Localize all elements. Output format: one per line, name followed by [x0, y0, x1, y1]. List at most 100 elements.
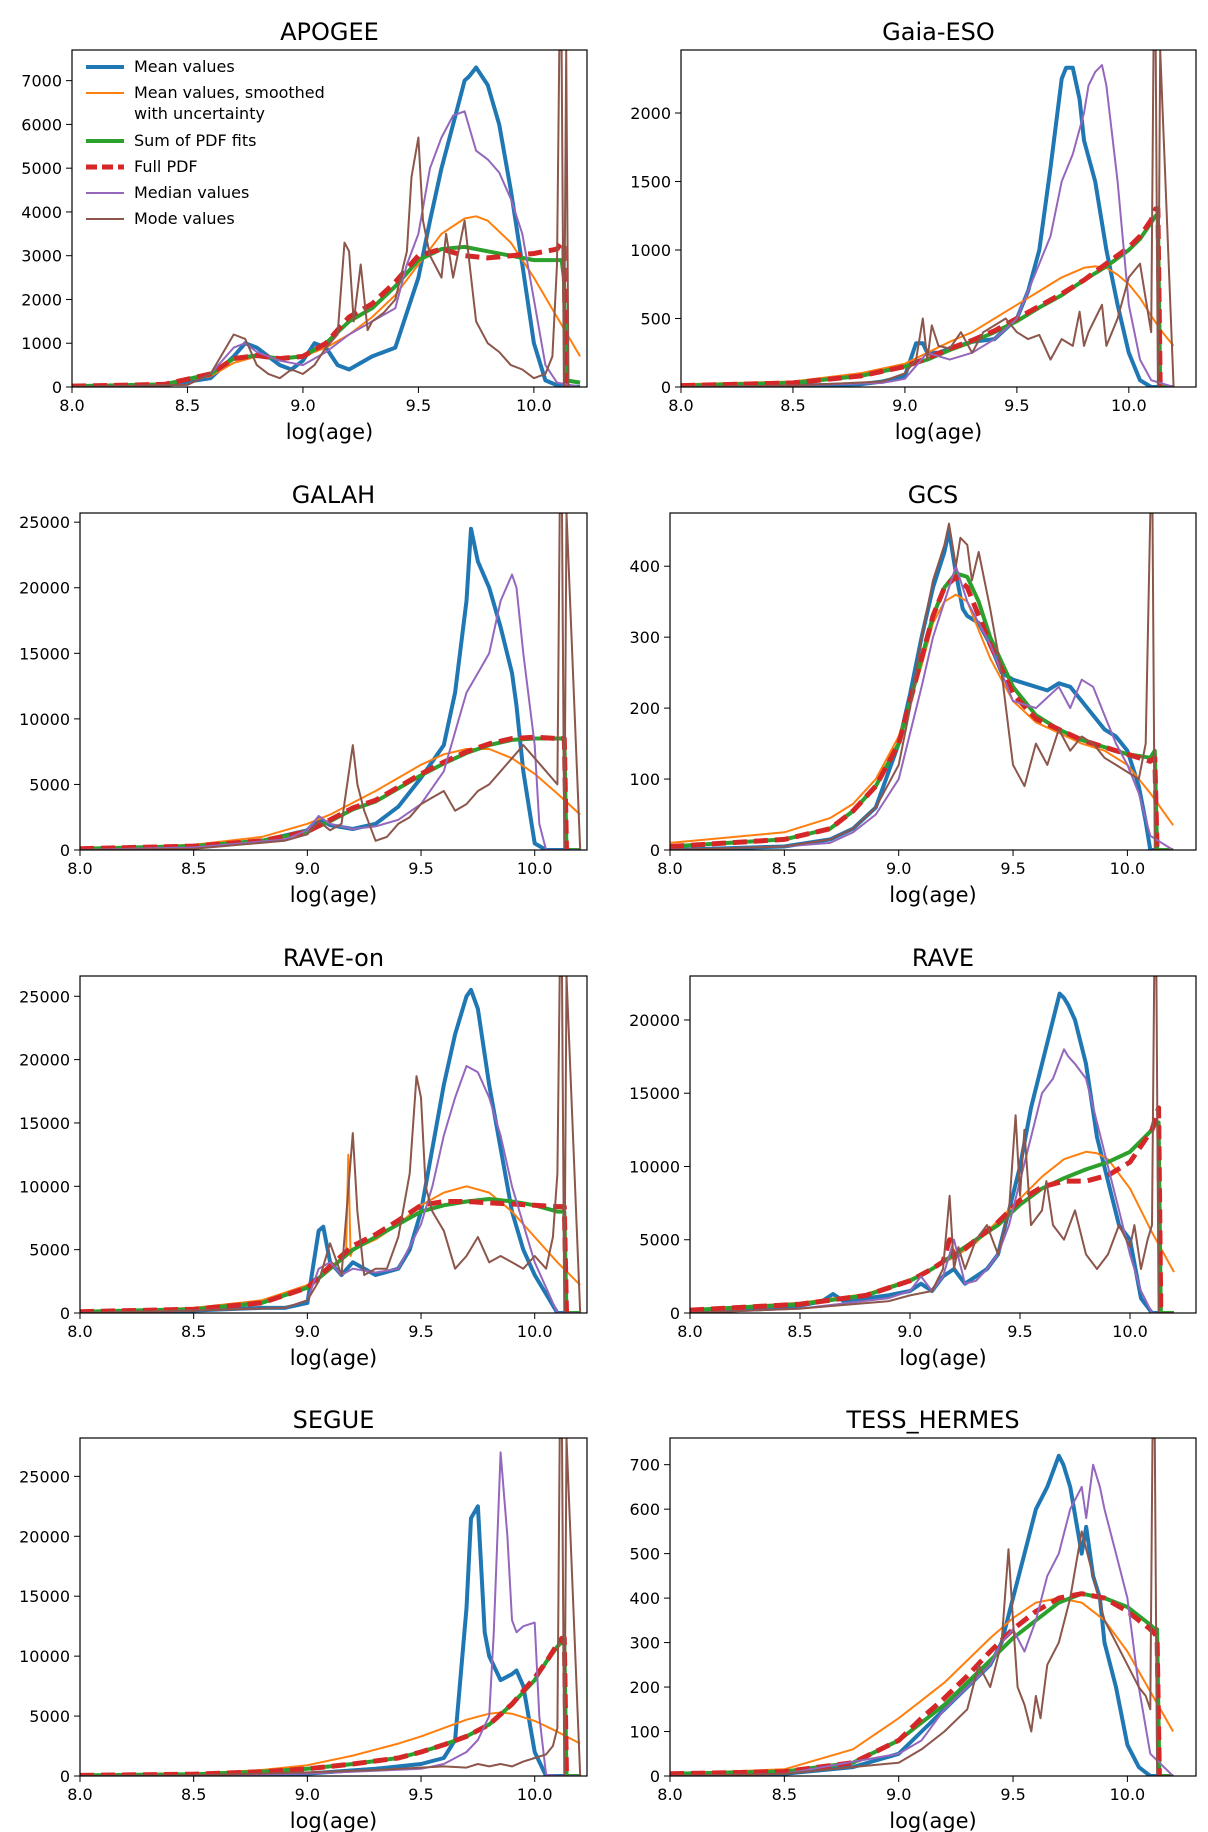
series-line-mean: [80, 526, 581, 850]
legend-label-mode: Mode values: [134, 209, 235, 228]
y-tick-label: 0: [60, 841, 70, 860]
x-tick-label: 10.0: [517, 1322, 553, 1341]
series-line-mode: [670, 513, 1174, 850]
x-tick-label: 9.0: [886, 859, 911, 878]
series-line-smooth: [670, 593, 1174, 844]
y-tick-label: 0: [60, 1767, 70, 1786]
x-axis-label: log(age): [899, 1346, 987, 1370]
series-line-fullpdf: [690, 1105, 1164, 1313]
x-tick-label: 10.0: [516, 396, 552, 415]
series-line-mode: [80, 976, 582, 1313]
legend-label-line: with uncertainty: [134, 104, 265, 123]
plot-frame: [689, 975, 1197, 1314]
series-line-median: [80, 573, 581, 850]
y-tick-label: 1500: [630, 173, 671, 192]
series-line-fullpdf: [670, 574, 1160, 850]
series-line-mean: [72, 65, 581, 387]
series-line-mean: [681, 65, 1174, 387]
y-tick-label: 500: [640, 310, 671, 329]
series-line-mean: [80, 1504, 581, 1776]
plot-frame: [79, 975, 588, 1314]
chart-title: Gaia-ESO: [882, 18, 995, 46]
y-tick-label: 0: [60, 1304, 70, 1323]
series-group: [670, 1438, 1174, 1776]
chart-gaia-eso: Gaia-ESO 8.0 8.5 9.0 9.5 10.0 0 500 1000 1500 2000…: [630, 18, 1197, 444]
y-tick-label: 100: [629, 1723, 660, 1742]
series-group: [670, 513, 1174, 850]
x-tick-label: 8.5: [772, 1785, 797, 1804]
x-tick-label: 9.5: [1000, 859, 1025, 878]
y-tick-label: 2000: [630, 104, 671, 123]
x-tick-label: 8.5: [780, 396, 805, 415]
y-tick-label: 500: [629, 1545, 660, 1564]
y-tick-label: 200: [629, 699, 660, 718]
plot-frame: [79, 512, 588, 851]
y-tick-label: 0: [52, 378, 62, 397]
series-line-fullpdf: [80, 1635, 569, 1776]
y-tick-label: 4000: [21, 203, 62, 222]
x-tick-label: 10.0: [1110, 859, 1146, 878]
x-tick-label: 9.5: [1007, 1322, 1032, 1341]
chart-segue: SEGUE 8.0 8.5 9.0 9.5 10.0 0 5000 10000 15000 2000…: [19, 1406, 588, 1832]
legend-label-smooth: Mean values, smoothed with uncertainty: [134, 83, 325, 123]
y-tick-label: 700: [629, 1456, 660, 1475]
y-tick-label: 2000: [21, 290, 62, 309]
chart-rave-on: RAVE-on 8.0 8.5 9.0 9.5 10.0 0 5000 10000 15000 20…: [19, 944, 588, 1370]
series-line-mode: [80, 513, 582, 850]
y-tick-label: 1000: [630, 241, 671, 260]
x-tick-label: 9.0: [295, 1785, 320, 1804]
y-tick-label: 5000: [29, 775, 70, 794]
x-tick-label: 8.5: [181, 859, 206, 878]
x-tick-label: 8.5: [181, 1322, 206, 1341]
series-group: [80, 1438, 582, 1776]
y-tick-label: 10000: [629, 1157, 680, 1176]
x-tick-label: 10.0: [517, 1785, 553, 1804]
x-tick-label: 8.0: [67, 1785, 92, 1804]
chart-galah: GALAH 8.0 8.5 9.0 9.5 10.0 0 5000 10000 15000 2000…: [19, 481, 588, 907]
y-tick-label: 7000: [21, 72, 62, 91]
x-tick-label: 8.5: [181, 1785, 206, 1804]
y-tick-label: 600: [629, 1500, 660, 1519]
x-axis-label: log(age): [895, 420, 983, 444]
x-axis-label: log(age): [286, 420, 374, 444]
series-group: [681, 50, 1175, 387]
series-line-fullpdf: [80, 734, 569, 850]
y-tick-label: 0: [650, 1767, 660, 1786]
chart-title: SEGUE: [293, 1406, 375, 1434]
series-line-median: [670, 1463, 1174, 1776]
series-line-smooth: [72, 215, 581, 387]
y-tick-label: 400: [629, 1589, 660, 1608]
legend-label-line: Mean values, smoothed: [134, 83, 325, 102]
y-tick-label: 300: [629, 628, 660, 647]
x-axis-label: log(age): [290, 1346, 378, 1370]
x-tick-label: 9.0: [295, 859, 320, 878]
x-axis-label: log(age): [290, 883, 378, 907]
legend: Mean values Mean values, smoothed with unc…: [86, 57, 325, 228]
series-line-smooth: [80, 748, 581, 850]
chart-title: GCS: [908, 481, 959, 509]
x-tick-label: 10.0: [517, 859, 553, 878]
y-tick-label: 25000: [19, 987, 70, 1006]
chart-rave: RAVE 8.0 8.5 9.0 9.5 10.0 0 5000 10000 15000 20000…: [629, 944, 1197, 1370]
series-line-median: [681, 64, 1174, 387]
legend-label-mean: Mean values: [134, 57, 235, 76]
x-tick-label: 9.5: [408, 859, 433, 878]
series-line-mode: [72, 50, 581, 387]
y-tick-label: 200: [629, 1678, 660, 1697]
x-tick-label: 9.5: [408, 1322, 433, 1341]
plot-frame: [71, 49, 588, 388]
y-tick-label: 0: [670, 1304, 680, 1323]
x-tick-label: 8.0: [677, 1322, 702, 1341]
series-line-median: [670, 565, 1174, 850]
x-tick-label: 8.5: [772, 859, 797, 878]
x-tick-label: 9.0: [892, 396, 917, 415]
legend-label-median: Median values: [134, 183, 249, 202]
x-tick-label: 9.0: [886, 1785, 911, 1804]
x-tick-label: 8.0: [657, 859, 682, 878]
chart-title: GALAH: [292, 481, 375, 509]
y-tick-label: 5000: [29, 1241, 70, 1260]
x-tick-label: 10.0: [1111, 396, 1147, 415]
series-line-fullpdf: [72, 240, 569, 387]
